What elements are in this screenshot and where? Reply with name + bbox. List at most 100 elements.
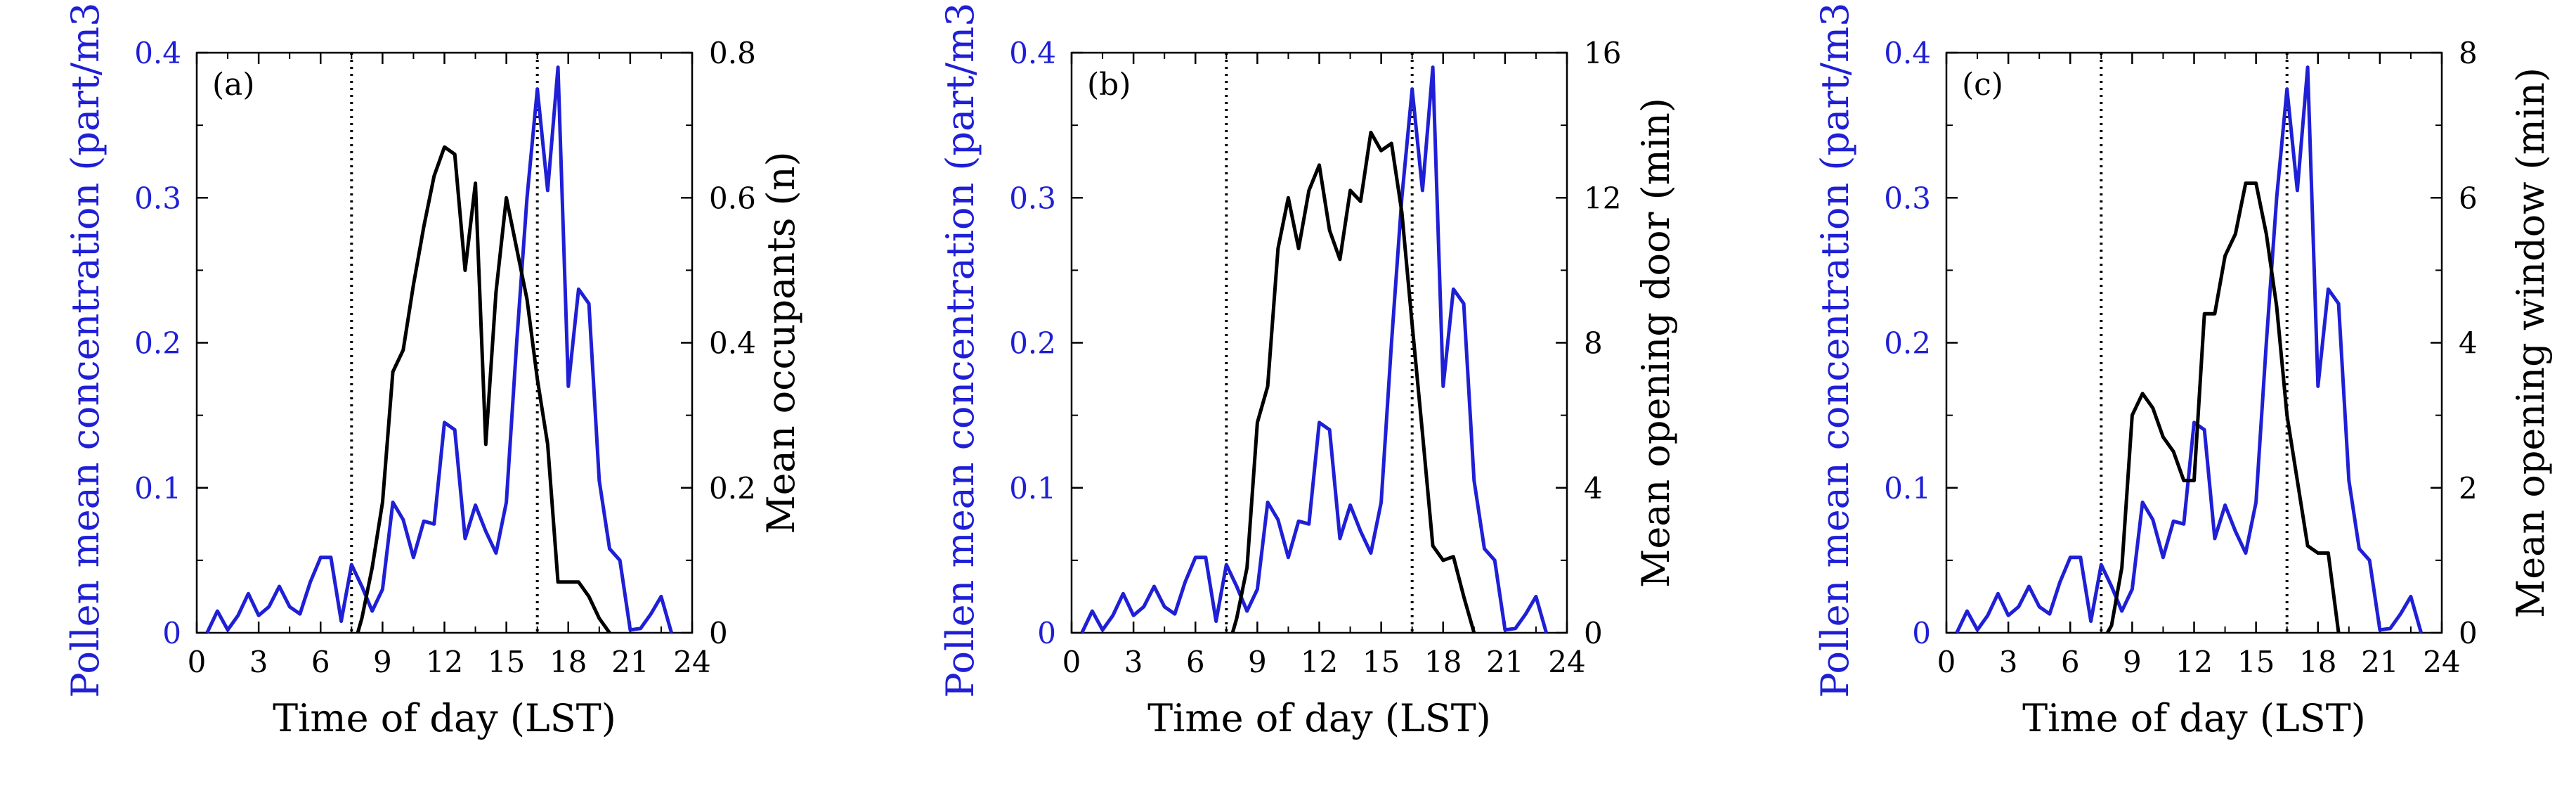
data-point bbox=[1348, 188, 1353, 193]
data-point bbox=[1204, 555, 1208, 560]
data-point bbox=[2244, 551, 2248, 555]
data-point bbox=[1255, 420, 1259, 425]
data-point bbox=[1090, 609, 1094, 613]
data-point bbox=[453, 152, 457, 156]
data-point bbox=[380, 587, 384, 591]
data-point bbox=[545, 188, 549, 193]
x-tick-label: 18 bbox=[1424, 645, 1462, 679]
data-point bbox=[2336, 302, 2341, 306]
y-right-tick-label: 8 bbox=[2459, 36, 2478, 70]
data-point bbox=[2089, 619, 2093, 624]
data-point bbox=[1358, 529, 1362, 534]
x-tick-label: 9 bbox=[2123, 645, 2142, 679]
x-tick-label: 24 bbox=[673, 645, 710, 679]
x-tick-label: 0 bbox=[188, 645, 207, 679]
data-point bbox=[1975, 628, 1979, 632]
data-point bbox=[1523, 612, 1528, 616]
data-point bbox=[1462, 594, 1466, 598]
data-point bbox=[2316, 384, 2320, 388]
data-point bbox=[2202, 427, 2206, 432]
y-left-axis-title: Pollen mean concentration (part/m3) bbox=[1813, 0, 1857, 698]
data-point bbox=[2285, 87, 2289, 91]
data-point bbox=[566, 580, 571, 584]
data-point bbox=[453, 427, 457, 432]
y-right-tick-label: 12 bbox=[1584, 181, 1621, 215]
data-point bbox=[618, 558, 622, 562]
data-point bbox=[1492, 558, 1497, 562]
panel-label: (c) bbox=[1962, 67, 2003, 103]
data-point bbox=[1472, 478, 1476, 482]
data-point bbox=[2254, 500, 2258, 504]
data-point bbox=[1451, 287, 1455, 291]
x-tick-label: 21 bbox=[611, 645, 649, 679]
x-tick-label: 12 bbox=[2175, 645, 2213, 679]
y-left-tick-label: 0 bbox=[162, 616, 181, 650]
pollen-series-line bbox=[1080, 65, 1549, 634]
data-point bbox=[432, 174, 436, 178]
data-point bbox=[205, 631, 209, 635]
data-point bbox=[2130, 587, 2134, 591]
data-point bbox=[608, 631, 612, 635]
data-point bbox=[1410, 87, 1414, 91]
data-point bbox=[2109, 624, 2114, 628]
data-point bbox=[2140, 500, 2145, 504]
plot-frame bbox=[1945, 51, 2443, 634]
data-point bbox=[2105, 631, 2109, 635]
data-point bbox=[2161, 555, 2165, 560]
data-point bbox=[1245, 609, 1249, 613]
data-point bbox=[1224, 562, 1228, 567]
data-point bbox=[1544, 631, 1549, 635]
data-point bbox=[267, 605, 271, 609]
data-point bbox=[1379, 500, 1384, 504]
data-point bbox=[1327, 229, 1332, 233]
y-right-axis-title: Mean occupants (n) bbox=[759, 151, 803, 534]
data-point bbox=[2419, 631, 2424, 635]
y-left-axis-title: Pollen mean concentration (part/m3) bbox=[938, 0, 982, 698]
data-point bbox=[2264, 232, 2268, 236]
data-point bbox=[1286, 555, 1290, 560]
data-point bbox=[380, 500, 384, 504]
data-point bbox=[226, 628, 230, 632]
data-point bbox=[1369, 130, 1373, 134]
y-right-axis-title: Mean opening window (min) bbox=[2509, 67, 2553, 618]
y-right-tick-label: 0 bbox=[2459, 616, 2478, 650]
data-point bbox=[1111, 613, 1115, 617]
activity-series-line bbox=[356, 145, 611, 634]
data-point bbox=[1318, 163, 1322, 167]
data-point bbox=[1420, 431, 1424, 435]
y-left-tick-label: 0.4 bbox=[1884, 36, 1931, 70]
data-point bbox=[1266, 500, 1270, 504]
y-left-tick-label: 0 bbox=[1912, 616, 1931, 650]
data-point bbox=[422, 225, 426, 229]
data-point bbox=[2398, 612, 2402, 616]
data-point bbox=[1338, 257, 1342, 262]
x-tick-label: 9 bbox=[1248, 645, 1267, 679]
data-point bbox=[494, 551, 498, 555]
data-point bbox=[1230, 631, 1235, 635]
data-point bbox=[1142, 605, 1146, 609]
data-point bbox=[659, 594, 663, 598]
data-point bbox=[2182, 522, 2186, 526]
data-point bbox=[2244, 181, 2248, 186]
data-point bbox=[2367, 558, 2372, 562]
x-tick-label: 6 bbox=[1186, 645, 1205, 679]
data-point bbox=[649, 612, 653, 616]
data-point bbox=[597, 616, 601, 620]
data-point bbox=[2058, 580, 2062, 584]
data-point bbox=[2233, 529, 2237, 534]
data-point bbox=[2295, 188, 2299, 193]
data-point bbox=[587, 302, 591, 306]
data-point bbox=[2326, 551, 2330, 555]
data-point bbox=[1534, 594, 1538, 598]
data-point bbox=[2130, 413, 2134, 418]
data-point bbox=[1121, 591, 1125, 596]
data-point bbox=[1410, 323, 1414, 327]
data-point bbox=[2305, 65, 2310, 70]
x-tick-label: 3 bbox=[1999, 645, 2018, 679]
data-point bbox=[535, 377, 540, 381]
x-tick-label: 6 bbox=[311, 645, 330, 679]
x-tick-label: 9 bbox=[373, 645, 392, 679]
data-point bbox=[1100, 628, 1105, 632]
data-point bbox=[1307, 522, 1311, 526]
data-point bbox=[2192, 478, 2197, 482]
